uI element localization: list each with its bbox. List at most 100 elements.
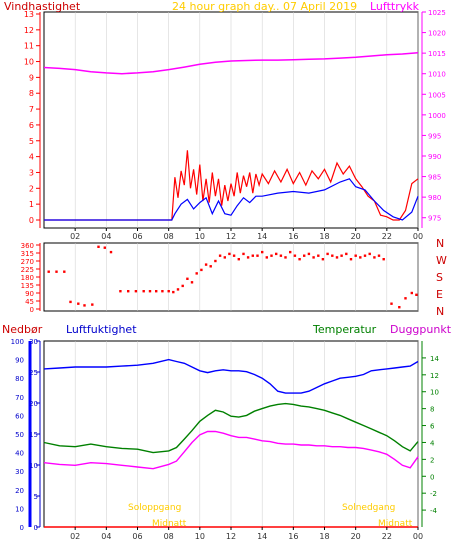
series-line-lufttrykk [43, 51, 419, 75]
pressure-axis: 975 980 985 990 995 1000 1005 1010 1015 1020 1025 [421, 9, 446, 228]
wind-direction-point [186, 277, 189, 280]
wind-direction-point [363, 254, 367, 257]
wind-speed-label: Vindhastighet [4, 0, 81, 13]
wind-direction-point [55, 270, 58, 273]
wind-direction-grid [74, 243, 419, 311]
compass-label: E [436, 288, 443, 301]
x-tick-label: 16 [288, 232, 298, 241]
rain-tick-label: 40 [15, 450, 24, 458]
series-line-temperatur [43, 402, 419, 454]
sunrise-label: Soloppgang [128, 503, 181, 513]
wind-direction-point [172, 290, 175, 294]
direction-tick-label: 45 [25, 298, 34, 306]
wind-direction-point [91, 303, 94, 306]
wind-direction-point [83, 304, 86, 307]
wind-direction-point [204, 263, 208, 266]
pressure-tick-label: 1020 [428, 30, 446, 38]
humidity-tick-label: 5 [34, 493, 38, 501]
wind-direction-point [223, 256, 226, 259]
series-line-duggpunkt [43, 430, 419, 470]
wind-tick-label: 13 [24, 10, 34, 19]
wind-direction-point [200, 268, 203, 272]
wind-pressure-grid [74, 12, 419, 228]
direction-tick-label: 180 [21, 274, 34, 282]
pressure-tick-label: 990 [428, 153, 441, 161]
wind-pressure-series [43, 51, 419, 221]
pressure-tick-label: 1005 [428, 91, 446, 99]
wind-direction-point [214, 259, 217, 263]
x-tick-label: 14 [257, 532, 267, 541]
wind-direction-point [340, 254, 343, 257]
wind-direction-point [232, 254, 236, 257]
temperature-tick-label: 8 [430, 406, 434, 414]
wind-direction-points [47, 245, 418, 309]
humidity-label: Luftfuktighet [66, 323, 137, 336]
wind-direction-point [270, 254, 273, 257]
wind-direction-point [298, 258, 301, 261]
pressure-tick-label: 975 [428, 215, 441, 223]
x-tick-label: 22 [382, 532, 392, 541]
pressure-tick-label: 1010 [428, 71, 446, 79]
humidity-temperature-grid [74, 341, 419, 527]
humidity-tick-label: 25 [29, 369, 38, 377]
midnight-left-label: Midnatt [152, 519, 187, 529]
wind-direction-point [317, 254, 320, 257]
compass-label: N [436, 237, 444, 250]
wind-direction-point [275, 252, 278, 256]
x-tick-label: 04 [101, 532, 111, 541]
wind-direction-point [109, 250, 113, 254]
x-tick-label: 16 [288, 532, 298, 541]
wind-direction-point [251, 254, 254, 257]
humidity-temperature-axes: 0 10 20 30 40 50 60 70 80 90 100 0 5 10 15 20 25 30 -4 -2 0 2… [11, 338, 440, 532]
wind-direction-point [119, 290, 122, 293]
wind-direction-point [284, 256, 287, 259]
x-tick-label: 20 [351, 532, 361, 541]
wind-tick-label: 9 [29, 73, 34, 82]
wind-tick-label: 1 [29, 200, 34, 209]
x-tick-label: 22 [382, 232, 392, 241]
temperature-tick-label: 10 [430, 389, 439, 397]
wind-direction-point [103, 246, 106, 249]
rain-tick-label: 0 [20, 524, 24, 532]
wind-direction-point [176, 288, 180, 291]
direction-tick-label: 315 [21, 250, 34, 258]
wind-direction-point [312, 256, 315, 259]
rain-tick-label: 70 [15, 394, 24, 402]
wind-tick-label: 3 [29, 168, 34, 177]
wind-direction-point [326, 252, 329, 256]
wind-tick-label: 0 [29, 216, 34, 225]
rain-label: Nedbør [2, 323, 43, 336]
temperature-tick-label: 4 [430, 439, 435, 447]
wind-direction-point [373, 256, 376, 259]
x-tick-label: 10 [195, 532, 205, 541]
wind-tick-label: 6 [29, 121, 34, 130]
rain-tick-label: 90 [15, 357, 24, 365]
x-tick-label: 12 [226, 232, 236, 241]
pressure-label: Lufttrykk [370, 0, 420, 13]
wind-direction-point [293, 254, 297, 257]
temperature-tick-label: 2 [430, 456, 434, 464]
x-tick-label: 02 [70, 232, 80, 241]
temperature-tick-label: 0 [430, 473, 434, 481]
pressure-tick-label: 1025 [428, 9, 446, 17]
pressure-tick-label: 1015 [428, 50, 446, 58]
wind-direction-point [218, 254, 222, 257]
temperature-tick-label: 14 [430, 355, 439, 363]
sunset-label: Solnedgang [342, 503, 395, 513]
x-tick-label: 06 [132, 532, 142, 541]
humidity-tick-label: 30 [29, 338, 38, 346]
wind-direction-point [69, 300, 72, 304]
wind-direction-point [134, 290, 138, 293]
wind-direction-point [354, 254, 357, 257]
midnight-right-label: Midnatt [378, 519, 413, 529]
wind-tick-label: 8 [29, 89, 34, 98]
direction-tick-label: 270 [21, 258, 34, 266]
x-axis-top: 02 04 06 08 10 12 14 16 18 20 22 00 [70, 228, 423, 241]
wind-tick-label: 4 [29, 153, 34, 162]
wind-direction-point [279, 254, 283, 257]
wind-direction-point [155, 290, 158, 293]
temperature-tick-label: -4 [430, 507, 438, 515]
compass-label: W [436, 254, 447, 267]
wind-direction-point [127, 290, 130, 293]
